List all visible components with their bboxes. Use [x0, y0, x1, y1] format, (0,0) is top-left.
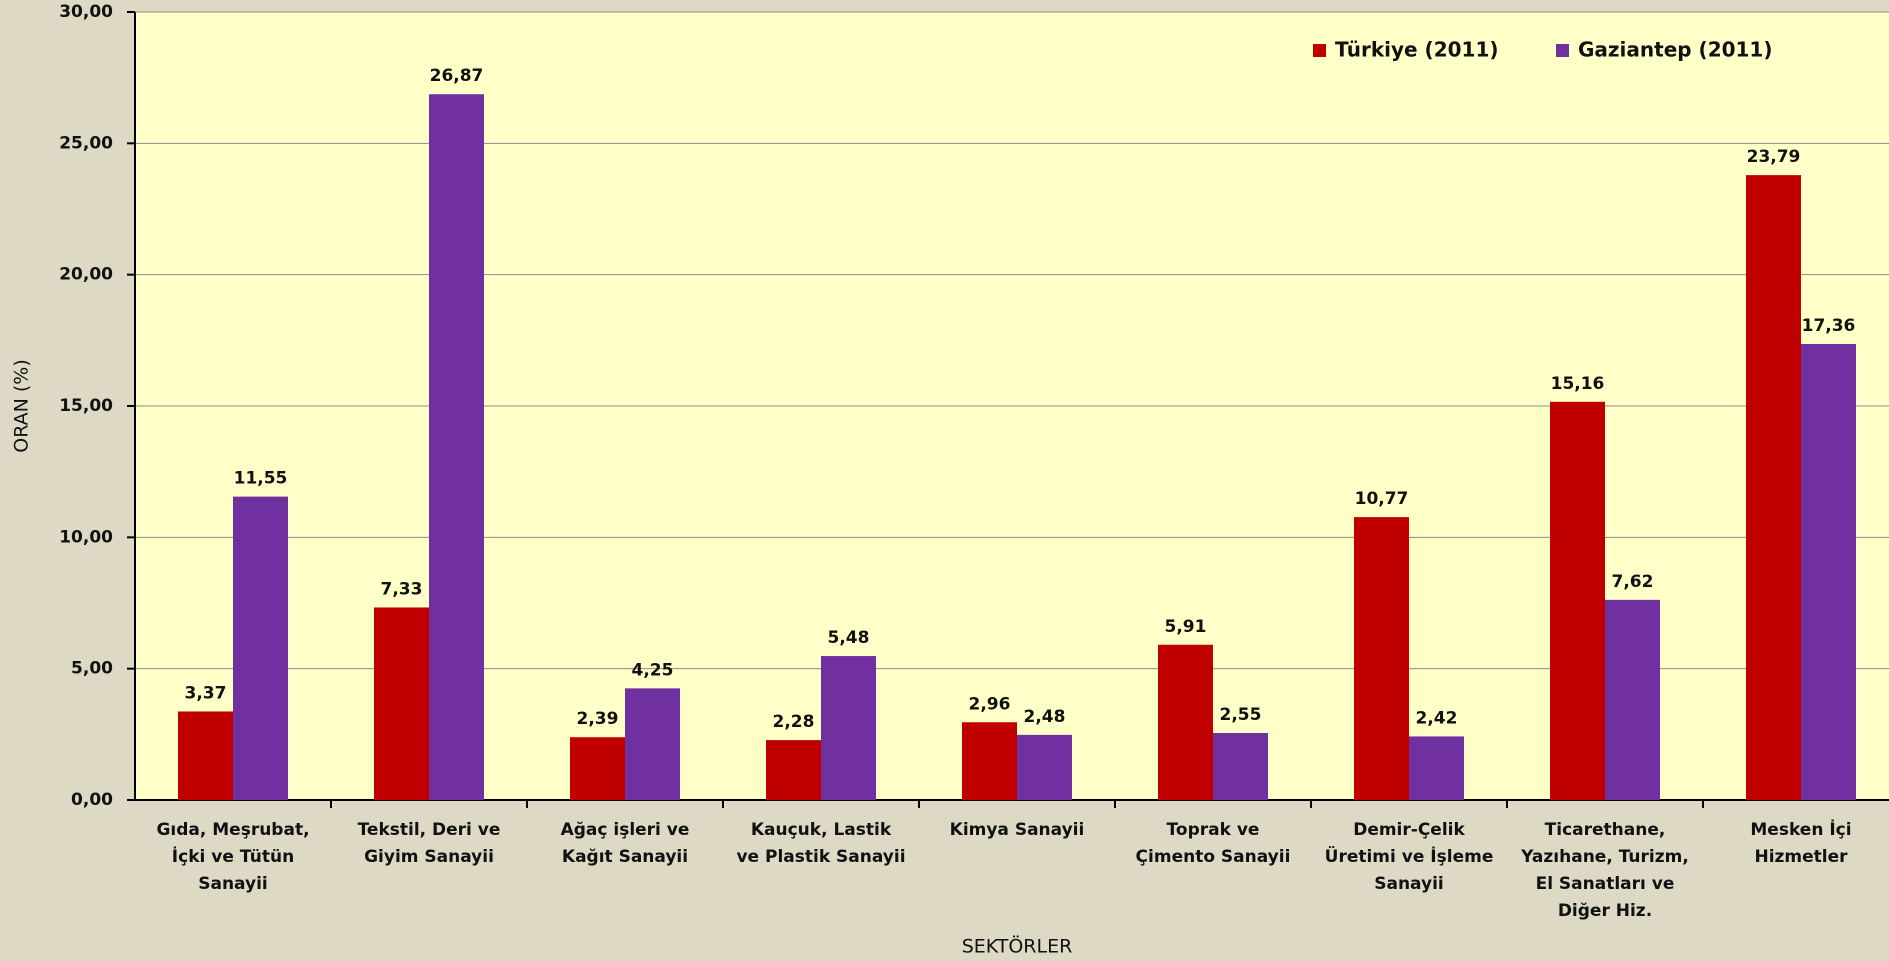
bar [821, 656, 876, 800]
x-tick-label: Demir-Çelik Üretimi ve İşleme Sanayii [1325, 820, 1494, 894]
data-label: 23,79 [1747, 147, 1801, 167]
y-tick-label: 30,00 [59, 2, 113, 22]
bar [570, 737, 625, 800]
data-label: 7,33 [381, 579, 423, 599]
data-label: 26,87 [430, 66, 484, 86]
bar [962, 722, 1017, 800]
data-label: 5,48 [828, 628, 870, 648]
legend-label: Türkiye (2011) [1335, 38, 1499, 62]
bar [233, 496, 288, 800]
bar [1605, 599, 1660, 800]
bar [178, 711, 233, 800]
bar [1213, 733, 1268, 800]
bar [1354, 517, 1409, 800]
legend-swatch [1556, 44, 1569, 57]
data-label: 10,77 [1355, 489, 1409, 509]
data-label: 2,96 [969, 694, 1011, 714]
data-label: 3,37 [185, 683, 227, 703]
data-label: 17,36 [1802, 316, 1856, 336]
bar [374, 607, 429, 800]
bar [429, 94, 484, 801]
y-tick-label: 10,00 [59, 527, 113, 547]
x-tick-label: Ağaç işleri ve Kağıt Sanayii [561, 820, 690, 867]
x-tick-label: Kauçuk, Lastik ve Plastik Sanayii [736, 820, 905, 867]
bar [625, 688, 680, 800]
data-label: 5,91 [1165, 617, 1207, 637]
x-tick-label: Mesken İçi Hizmetler [1750, 818, 1851, 867]
bar [1017, 734, 1072, 800]
legend-swatch [1313, 44, 1326, 57]
y-tick-label: 5,00 [71, 659, 113, 679]
y-tick-label: 15,00 [59, 396, 113, 416]
x-tick-label: Gıda, Meşrubat, İçki ve Tütün Sanayii [156, 820, 309, 894]
data-label: 15,16 [1551, 374, 1605, 394]
legend-label: Gaziantep (2011) [1578, 38, 1773, 62]
y-tick-label: 25,00 [59, 133, 113, 153]
bar [1158, 644, 1213, 800]
x-axis-title: SEKTÖRLER [962, 935, 1073, 958]
data-label: 2,42 [1416, 708, 1458, 728]
bar [1550, 401, 1605, 800]
data-label: 2,55 [1220, 705, 1262, 725]
x-tick-label: Ticarethane, Yazıhane, Turizm, El Sanatlar… [1520, 820, 1689, 921]
data-label: 11,55 [234, 469, 288, 489]
y-axis-title: ORAN (%) [11, 359, 33, 453]
bar [1801, 344, 1856, 800]
x-tick-label: Tekstil, Deri ve Giyim Sanayii [358, 820, 501, 867]
data-label: 2,28 [773, 712, 815, 732]
x-tick-label: Toprak ve Çimento Sanayii [1136, 820, 1291, 867]
bar [1409, 736, 1464, 800]
data-label: 2,39 [577, 709, 619, 729]
y-tick-label: 20,00 [59, 265, 113, 285]
bar [766, 740, 821, 800]
x-tick-label: Kimya Sanayii [950, 820, 1085, 840]
data-label: 4,25 [632, 660, 674, 680]
y-tick-label: 0,00 [71, 790, 113, 810]
data-label: 2,48 [1024, 707, 1066, 727]
data-label: 7,62 [1612, 572, 1654, 592]
bar [1746, 175, 1801, 801]
